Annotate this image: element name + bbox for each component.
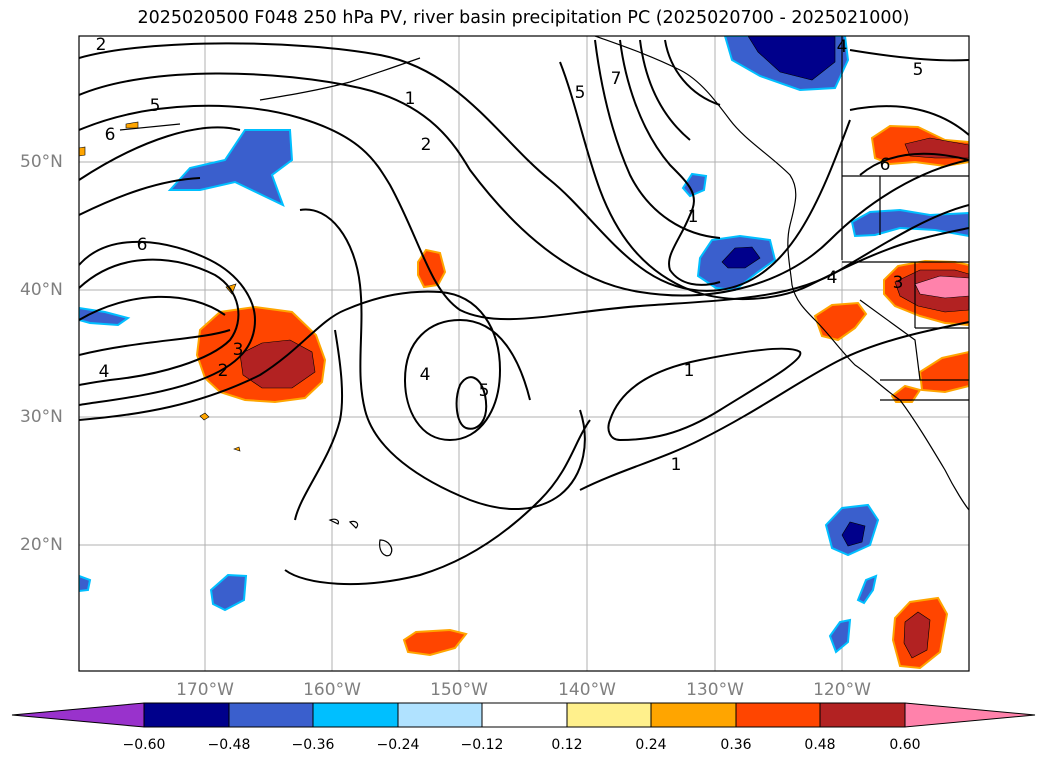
contour-label: 6 <box>880 155 891 175</box>
contour-label: 2 <box>421 135 432 155</box>
colorbar-tick: −0.36 <box>291 737 335 753</box>
lat-label: 30°N <box>20 407 63 427</box>
contour-label: 1 <box>405 89 416 109</box>
colorbar-tick: 0.60 <box>889 737 921 753</box>
contour-label: 5 <box>575 83 586 103</box>
contour-label: 5 <box>479 381 490 401</box>
contour-label: 6 <box>137 235 148 255</box>
contour-label: 4 <box>827 268 838 288</box>
contour-label: 7 <box>611 69 622 89</box>
colorbar-tick: −0.24 <box>376 737 420 753</box>
map-title: 2025020500 F048 250 hPa PV, river basin … <box>137 8 910 28</box>
colorbar-tick: 0.12 <box>551 737 583 753</box>
contour-label: 4 <box>837 37 848 57</box>
contour-label: 1 <box>671 455 682 475</box>
colorbar-tick: −0.12 <box>460 737 504 753</box>
contour-label: 5 <box>913 60 924 80</box>
contour-label: 5 <box>150 96 161 116</box>
colorbar-tick: 0.24 <box>635 737 667 753</box>
contour-label: 4 <box>420 365 431 385</box>
lon-label: 130°W <box>686 680 744 700</box>
precip-shading <box>79 36 969 670</box>
contour-label: 3 <box>893 273 904 293</box>
lon-label: 140°W <box>558 680 616 700</box>
contour-label: 6 <box>105 125 116 145</box>
lat-label: 50°N <box>20 152 63 172</box>
colorbar-tick: −0.48 <box>207 737 251 753</box>
coastlines <box>119 36 969 557</box>
lon-label: 120°W <box>813 680 871 700</box>
colorbar <box>11 702 1036 728</box>
contour-label: 4 <box>99 362 110 382</box>
lon-label: 170°W <box>176 680 234 700</box>
lon-label: 160°W <box>303 680 361 700</box>
contour-label: 2 <box>96 35 107 55</box>
colorbar-extend-high <box>904 702 1036 728</box>
lat-label: 40°N <box>20 280 63 300</box>
colorbar-tick: −0.60 <box>122 737 166 753</box>
contour-label: 1 <box>684 361 695 381</box>
pv-contours <box>79 39 969 586</box>
lon-label: 150°W <box>430 680 488 700</box>
colorbar-tick: 0.36 <box>720 737 752 753</box>
map-frame <box>78 35 970 672</box>
contour-label: 2 <box>218 361 229 381</box>
lat-label: 20°N <box>20 535 63 555</box>
contour-labels: 2 5 6 1 2 5 7 6 1 4 3 2 4 5 1 1 4 3 6 5 … <box>96 35 924 475</box>
contour-label: 3 <box>233 340 244 360</box>
colorbar-extend-low <box>11 702 145 728</box>
colorbar-tick: 0.48 <box>804 737 836 753</box>
contour-label: 1 <box>688 207 699 227</box>
